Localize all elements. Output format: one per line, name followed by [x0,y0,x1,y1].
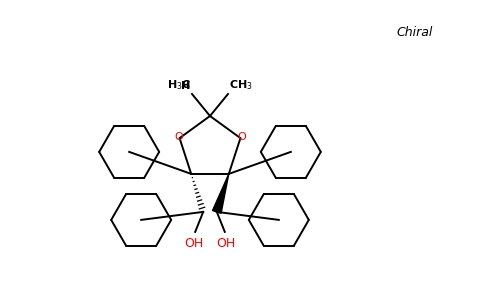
Text: H: H [181,81,190,91]
Text: H$_3$C: H$_3$C [167,78,191,92]
Text: OH: OH [184,237,204,250]
Text: O: O [174,132,183,142]
Text: Chiral: Chiral [397,26,433,38]
Text: OH: OH [216,237,235,250]
Text: O: O [237,132,246,142]
Text: H: H [181,81,190,91]
Text: CH$_3$: CH$_3$ [229,78,253,92]
Polygon shape [212,174,229,213]
